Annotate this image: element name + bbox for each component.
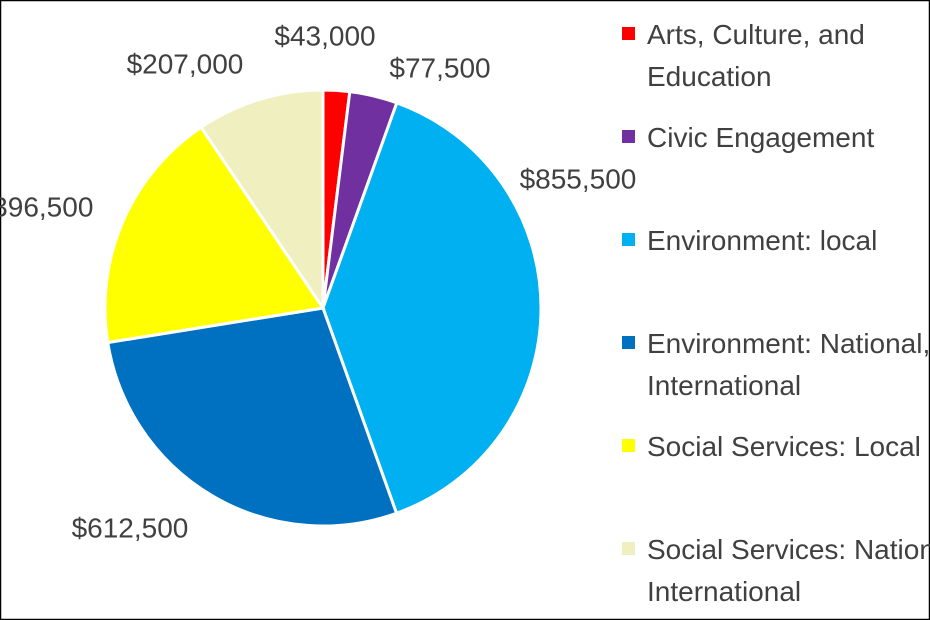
data-label: $77,500	[389, 52, 490, 83]
legend-label: Social Services: National, International	[647, 534, 930, 607]
legend-item: Social Services: Local	[622, 426, 930, 468]
legend-item: Environment: National, International	[622, 323, 930, 407]
legend-item: Environment: local	[622, 220, 930, 262]
legend-label: Civic Engagement	[647, 122, 875, 153]
pie-slice	[199, 88, 325, 313]
legend-item: Civic Engagement	[622, 117, 930, 159]
legend-swatch	[622, 542, 635, 555]
pie-slice	[321, 100, 543, 516]
legend-swatch	[622, 233, 635, 246]
legend-swatch	[622, 27, 635, 40]
data-label: $396,500	[0, 191, 93, 222]
legend-item: Social Services: National, International	[622, 529, 930, 613]
data-label: $855,500	[520, 163, 637, 194]
legend-label: Environment: local	[647, 225, 878, 256]
data-label: $43,000	[274, 20, 375, 51]
data-label: $612,500	[72, 512, 189, 543]
data-label: $207,000	[127, 48, 244, 79]
pie-slice	[103, 125, 326, 345]
legend-label: Social Services: Local	[647, 431, 921, 462]
legend-swatch	[622, 336, 635, 349]
pie-slice	[106, 306, 399, 528]
legend-label: Arts, Culture, and Education	[647, 19, 865, 92]
legend-swatch	[622, 439, 635, 452]
legend-swatch	[622, 130, 635, 143]
legend-label: Environment: National, International	[647, 328, 930, 401]
legend-item: Arts, Culture, and Education	[622, 14, 930, 98]
